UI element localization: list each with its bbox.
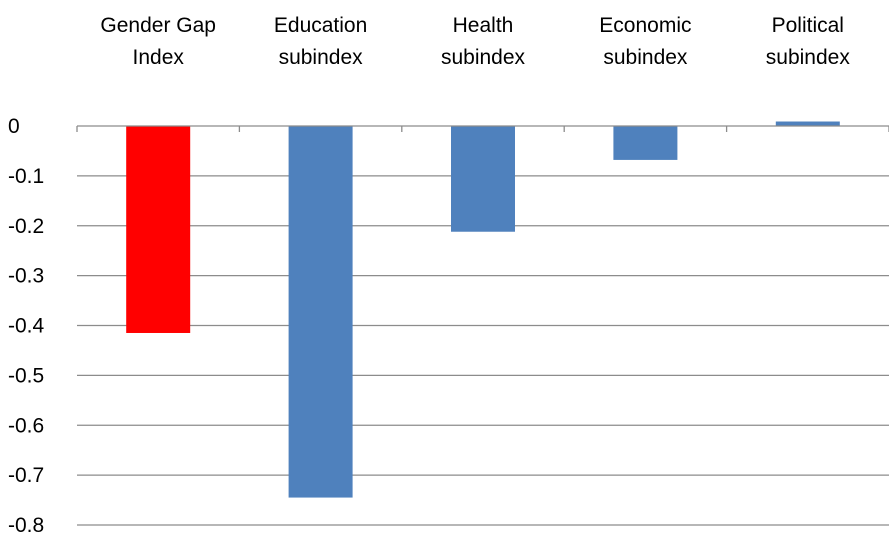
bar [288, 126, 353, 498]
bar [775, 121, 840, 126]
y-tick-labels: 0 -0.1 -0.2 -0.3 -0.4 -0.5 -0.6 -0.7 -0.8 [8, 115, 45, 537]
y-tick-label: -0.4 [8, 315, 45, 338]
bars [126, 121, 840, 498]
category-label: Gender Gap Index [100, 14, 216, 69]
y-tick-label: 0 [8, 115, 20, 138]
y-tick-label: -0.3 [8, 265, 44, 288]
y-tick-label: -0.6 [8, 414, 44, 437]
y-tick-label: -0.2 [8, 215, 44, 238]
bar [613, 126, 678, 160]
category-label: Political subindex [766, 14, 851, 69]
bar [126, 126, 191, 333]
category-label: Economic subindex [599, 14, 691, 69]
y-tick-label: -0.5 [8, 364, 44, 387]
y-tick-label: -0.7 [8, 464, 44, 487]
category-labels: Gender Gap Index Education subindex Health su… [100, 14, 850, 69]
gridlines [77, 175, 889, 526]
y-tick-label: -0.8 [8, 514, 44, 537]
category-label: Education subindex [274, 14, 367, 69]
category-label: Health subindex [441, 14, 526, 69]
axes [76, 125, 889, 132]
bar [451, 126, 515, 232]
y-tick-label: -0.1 [8, 165, 44, 188]
